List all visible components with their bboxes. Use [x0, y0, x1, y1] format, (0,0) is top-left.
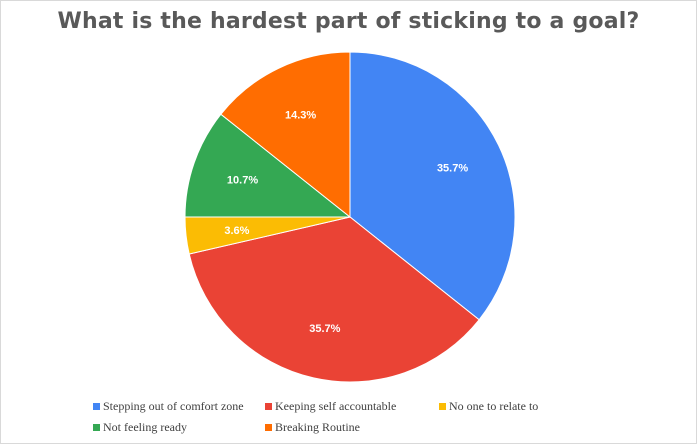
- legend-label: Breaking Routine: [275, 420, 360, 434]
- legend-item-breaking-routine: Breaking Routine: [265, 420, 360, 435]
- legend-swatch: [265, 424, 272, 431]
- pie-slice-keeping-accountable: [188, 216, 480, 383]
- slice-label-stepping-out: 35.7%: [437, 163, 468, 175]
- pie-slice-breaking-routine: [220, 51, 351, 219]
- pie-chart: 35.7% 35.7% 3.6% 10.7% 14.3%: [184, 51, 516, 383]
- legend-swatch: [93, 403, 100, 410]
- legend-swatch: [265, 403, 272, 410]
- legend-item-stepping-out: Stepping out of comfort zone: [93, 399, 244, 414]
- slice-label-breaking-routine: 14.3%: [285, 109, 316, 121]
- slice-label-no-one: 3.6%: [224, 225, 249, 237]
- legend-swatch: [93, 424, 100, 431]
- legend-label: No one to relate to: [449, 399, 539, 413]
- pie-slice-stepping-out: [349, 51, 516, 321]
- legend-label: Keeping self accountable: [275, 399, 397, 413]
- legend-item-not-ready: Not feeling ready: [93, 420, 187, 435]
- legend-swatch: [439, 403, 446, 410]
- pie-slice-not-ready: [184, 113, 352, 218]
- chart-title: What is the hardest part of sticking to …: [57, 9, 640, 34]
- slice-label-keeping-accountable: 35.7%: [309, 323, 340, 335]
- legend-item-keeping-accountable: Keeping self accountable: [265, 399, 396, 414]
- legend-label: Not feeling ready: [103, 420, 187, 434]
- slice-label-not-ready: 10.7%: [227, 174, 258, 186]
- legend-label: Stepping out of comfort zone: [103, 399, 244, 413]
- legend-item-no-one: No one to relate to: [439, 399, 538, 414]
